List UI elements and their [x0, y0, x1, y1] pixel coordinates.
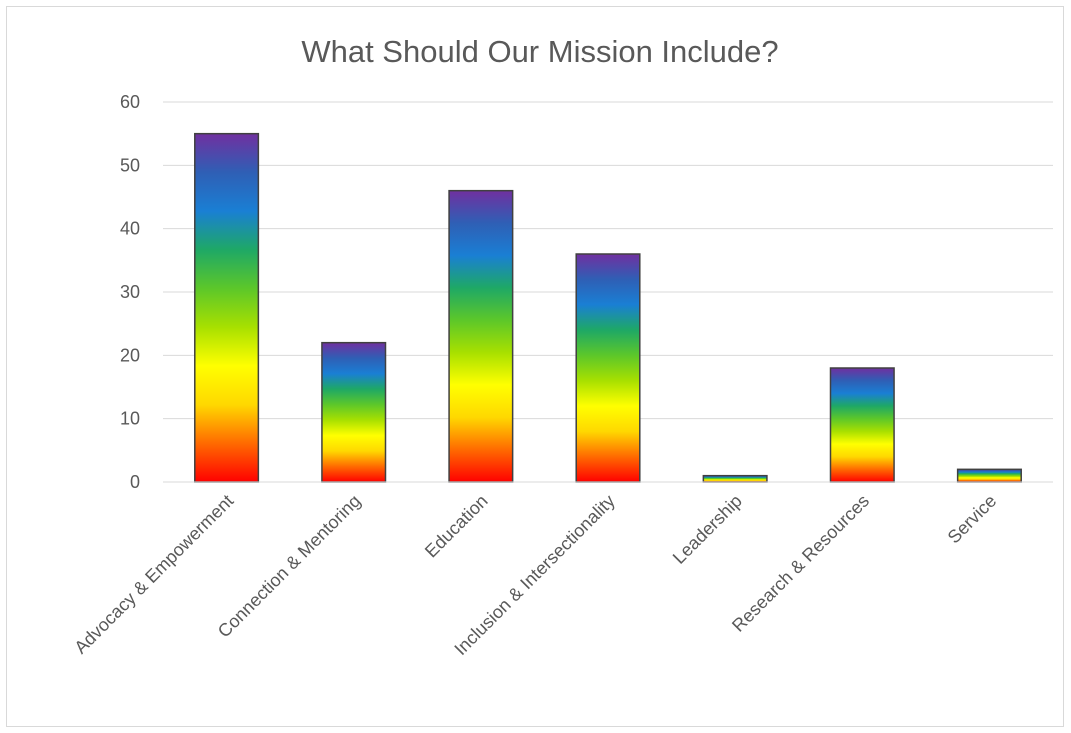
bar-connection-mentoring — [321, 341, 387, 483]
y-tick-label: 60 — [120, 92, 140, 112]
y-tick-label: 10 — [120, 409, 140, 429]
y-tick-label: 20 — [120, 345, 140, 365]
bar-research-resources — [829, 367, 895, 483]
bar-service — [956, 468, 1022, 483]
bar-leadership — [702, 474, 768, 483]
y-tick-label: 50 — [120, 155, 140, 175]
bars — [194, 132, 1022, 483]
bar-inclusion-intersectionality — [575, 253, 641, 483]
chart-title: What Should Our Mission Include? — [301, 34, 778, 69]
y-tick-label: 0 — [130, 472, 140, 492]
x-category-label: Service — [944, 491, 1001, 548]
x-category-label: Connection & Mentoring — [214, 491, 365, 642]
y-axis-tick-labels: 0 10 20 30 40 50 60 — [120, 92, 140, 492]
y-tick-label: 30 — [120, 282, 140, 302]
x-category-label: Research & Resources — [728, 491, 873, 636]
chart-frame — [6, 6, 1064, 727]
bar-education — [448, 189, 514, 483]
x-category-label: Education — [421, 491, 492, 562]
bar-advocacy-empowerment — [194, 132, 260, 483]
x-category-label: Advocacy & Empowerment — [70, 491, 237, 658]
y-tick-label: 40 — [120, 219, 140, 239]
x-category-label: Leadership — [669, 491, 746, 568]
gridlines — [163, 101, 1053, 420]
